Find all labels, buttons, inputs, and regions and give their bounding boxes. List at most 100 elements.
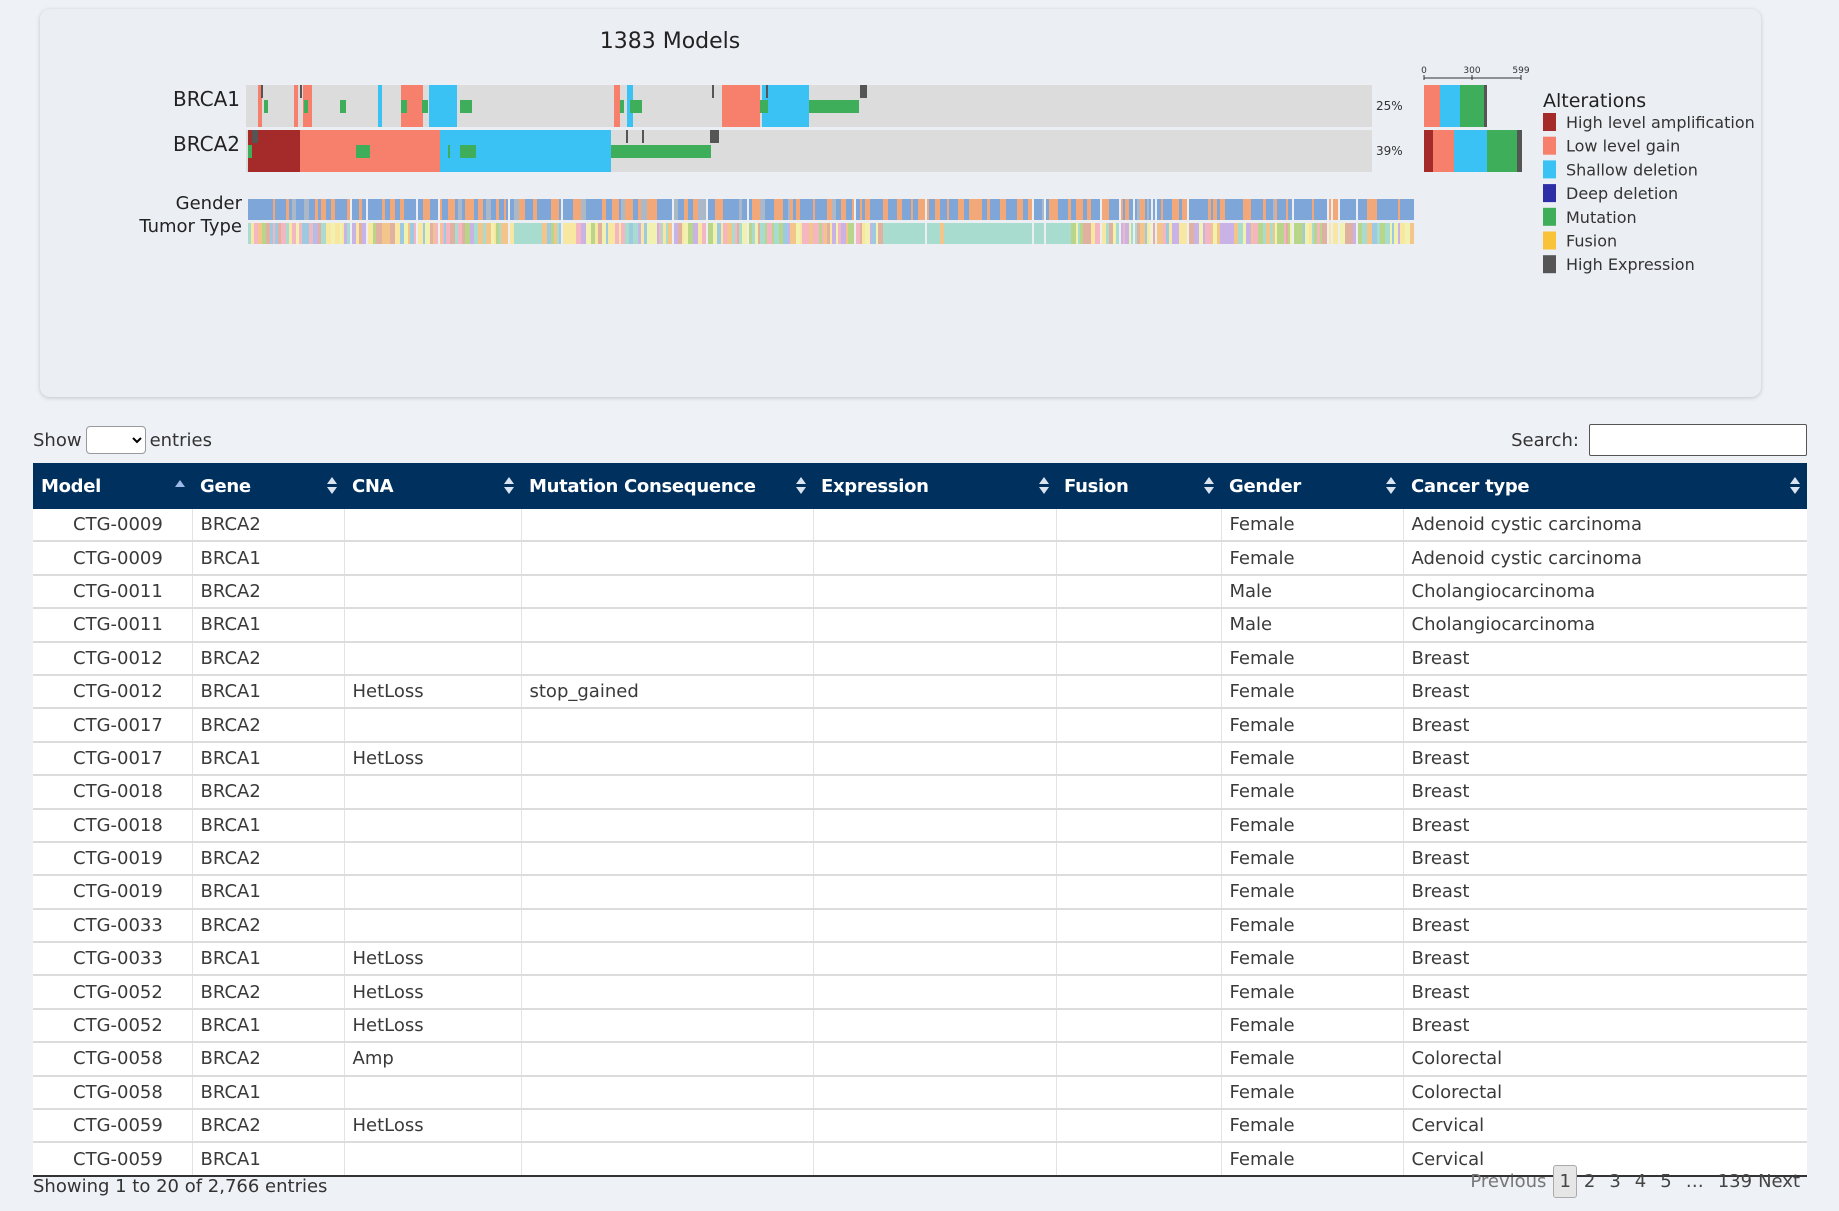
- table-cell: [344, 1142, 522, 1177]
- tumor-type-mark: [860, 223, 862, 244]
- legend-swatch: [1543, 255, 1556, 274]
- tumor-type-mark: [1275, 223, 1277, 244]
- table-row[interactable]: CTG-0017 BRCA1 HetLoss Female Breast: [33, 741, 1807, 777]
- page-button-1[interactable]: 1: [1553, 1165, 1577, 1198]
- table-row[interactable]: CTG-0052 BRCA1 HetLoss Female Breast: [33, 1008, 1807, 1044]
- table-cell: [1056, 1109, 1222, 1144]
- table-row[interactable]: CTG-0012 BRCA1 HetLoss stop_gained Female Bre…: [33, 674, 1807, 710]
- column-header-gender[interactable]: Gender: [1221, 463, 1403, 509]
- table-row[interactable]: CTG-0019 BRCA2 Female Breast: [33, 841, 1807, 877]
- page-button-5[interactable]: 5: [1660, 1171, 1672, 1192]
- sort-icon: [1790, 476, 1800, 496]
- tumor-type-mark: [650, 223, 653, 244]
- table-row[interactable]: CTG-0009 BRCA1 Female Adenoid cystic carcin…: [33, 541, 1807, 576]
- table-row[interactable]: CTG-0052 BRCA2 HetLoss Female Breast: [33, 975, 1807, 1010]
- page-button-139[interactable]: 139: [1717, 1171, 1753, 1192]
- table-cell: [521, 1142, 814, 1177]
- tumor-type-mark: [929, 223, 931, 244]
- tumor-type-mark: [1157, 223, 1161, 244]
- tumor-type-mark: [286, 223, 289, 244]
- table-cell: [1056, 808, 1222, 843]
- tumor-type-mark: [1288, 223, 1290, 244]
- column-header-fusion[interactable]: Fusion: [1056, 463, 1221, 509]
- tumor-type-track[interactable]: [248, 223, 1414, 244]
- tumor-type-mark: [519, 223, 523, 244]
- column-header-expression[interactable]: Expression: [813, 463, 1056, 509]
- gender-mark: [737, 199, 739, 220]
- gender-mark: [292, 199, 296, 220]
- gender-mark: [1161, 199, 1163, 220]
- column-header-cna[interactable]: CNA: [344, 463, 521, 509]
- gender-mark: [570, 199, 573, 220]
- oncoprint-chart[interactable]: 1383 Models BRCA1 BRCA2 Gender Tumor Typ…: [40, 9, 1761, 397]
- page-button-4[interactable]: 4: [1634, 1171, 1647, 1192]
- column-header-mutation-consequence[interactable]: Mutation Consequence: [521, 463, 813, 509]
- search-input[interactable]: [1589, 424, 1807, 456]
- tumor-type-mark: [448, 223, 450, 244]
- gender-mark: [717, 199, 721, 220]
- sort-icon: [504, 476, 514, 496]
- table-row[interactable]: CTG-0011 BRCA1 Male Cholangiocarcinoma: [33, 608, 1807, 643]
- tumor-type-mark: [661, 223, 663, 244]
- table-row[interactable]: CTG-0059 BRCA1 Female Cervical: [33, 1142, 1807, 1177]
- show-label: Show: [33, 429, 82, 451]
- sort-icon: [1204, 476, 1214, 496]
- table-row[interactable]: CTG-0018 BRCA1 Female Breast: [33, 808, 1807, 843]
- brca2-mutation-mark: [248, 145, 252, 158]
- tumor-type-mark: [1106, 223, 1109, 244]
- tumor-type-mark: [1129, 223, 1131, 244]
- tumor-type-mark: [258, 223, 262, 244]
- table-cell: [1056, 942, 1222, 977]
- table-row[interactable]: CTG-0058 BRCA1 Female Colorectal: [33, 1075, 1807, 1111]
- column-header-gene[interactable]: Gene: [192, 463, 344, 509]
- histogram-brca1-expression: [1484, 85, 1487, 127]
- page-button-2[interactable]: 2: [1583, 1171, 1596, 1192]
- table-cell: Adenoid cystic carcinoma: [1403, 541, 1807, 576]
- table-row[interactable]: CTG-0033 BRCA2 Female Breast: [33, 908, 1807, 944]
- gender-mark: [258, 199, 262, 220]
- table-row[interactable]: CTG-0018 BRCA2 Female Breast: [33, 775, 1807, 810]
- gender-mark: [974, 199, 977, 220]
- table-row[interactable]: CTG-0011 BRCA2 Male Cholangiocarcinoma: [33, 574, 1807, 610]
- table-row[interactable]: CTG-0012 BRCA2 Female Breast: [33, 641, 1807, 676]
- table-cell: [1056, 541, 1222, 576]
- table-cell: [813, 708, 1057, 743]
- gender-mark: [856, 199, 860, 220]
- page-button-3[interactable]: 3: [1609, 1171, 1621, 1192]
- table-row[interactable]: CTG-0059 BRCA2 HetLoss Female Cervical: [33, 1109, 1807, 1144]
- brca1-mutation-mark: [422, 100, 428, 113]
- tumor-type-mark: [1147, 223, 1149, 244]
- gender-mark: [893, 199, 897, 220]
- gender-mark: [462, 199, 465, 220]
- table-row[interactable]: CTG-0058 BRCA2 Amp Female Colorectal: [33, 1042, 1807, 1077]
- column-header-cancer-type[interactable]: Cancer type: [1403, 463, 1807, 509]
- gender-mark: [1329, 199, 1331, 220]
- gender-mark: [929, 199, 931, 220]
- table-row[interactable]: CTG-0009 BRCA2 Female Adenoid cystic carcin…: [33, 509, 1807, 543]
- gender-mark: [1049, 199, 1053, 220]
- table-row[interactable]: CTG-0017 BRCA2 Female Breast: [33, 708, 1807, 743]
- tumor-type-mark: [1394, 223, 1398, 244]
- table-cell: [1056, 908, 1222, 944]
- tumor-type-mark: [525, 223, 529, 244]
- tumor-type-mark: [450, 223, 455, 244]
- table-cell: BRCA1: [192, 808, 345, 843]
- table-row[interactable]: CTG-0019 BRCA1 Female Breast: [33, 875, 1807, 910]
- next-page-button[interactable]: Next: [1758, 1171, 1800, 1192]
- gender-mark: [666, 199, 668, 220]
- table-cell: CTG-0018: [33, 808, 193, 843]
- table-cell: [521, 541, 814, 576]
- previous-page-button[interactable]: Previous: [1470, 1171, 1547, 1192]
- gender-track[interactable]: [248, 199, 1414, 220]
- table-cell: [344, 608, 522, 643]
- tumor-type-mark: [657, 223, 659, 244]
- tumor-type-mark: [638, 223, 641, 244]
- entries-per-page-select[interactable]: [85, 426, 146, 454]
- tumor-type-mark: [586, 223, 591, 244]
- gender-mark: [382, 199, 385, 220]
- column-header-model[interactable]: Model: [33, 463, 192, 509]
- tumor-type-mark: [1013, 223, 1017, 244]
- gender-mark: [902, 199, 907, 220]
- tumor-type-mark: [1034, 223, 1036, 244]
- table-row[interactable]: CTG-0033 BRCA1 HetLoss Female Breast: [33, 942, 1807, 977]
